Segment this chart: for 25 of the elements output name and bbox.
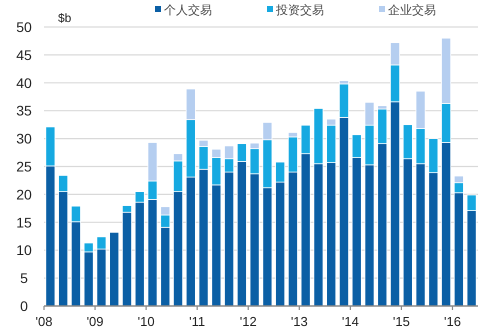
x-tick-label: '11 bbox=[189, 314, 206, 329]
x-tick-label: '10 bbox=[138, 314, 155, 329]
x-tick-label: '08 bbox=[36, 314, 52, 329]
x-tick-label: '16 bbox=[444, 314, 461, 329]
bar bbox=[109, 232, 120, 306]
y-tick-label: 15 bbox=[16, 214, 32, 230]
y-tick-label: 30 bbox=[16, 130, 32, 147]
y-tick-label: 10 bbox=[16, 242, 32, 258]
legend-label: 个人交易 bbox=[164, 3, 212, 17]
y-tick-label: 5 bbox=[20, 270, 28, 286]
y-tick-label: 45 bbox=[16, 46, 32, 63]
y-axis-title: $b bbox=[58, 11, 72, 25]
legend-label: 企业交易 bbox=[388, 3, 436, 17]
legend-label: 投资交易 bbox=[275, 3, 324, 17]
x-tick-label: '12 bbox=[240, 314, 257, 329]
y-tick-label: 0 bbox=[20, 298, 28, 314]
y-tick-label: 25 bbox=[16, 158, 32, 174]
y-tick-label: 35 bbox=[16, 102, 32, 119]
x-tick-label: '09 bbox=[86, 314, 104, 329]
y-tick-label: 40 bbox=[16, 74, 32, 91]
x-tick-label: '15 bbox=[392, 314, 410, 329]
y-tick-label: 50 bbox=[16, 19, 32, 35]
y-tick-label: 20 bbox=[16, 186, 32, 202]
x-tick-label: '14 bbox=[342, 314, 359, 329]
x-tick-label: '13 bbox=[290, 314, 308, 329]
